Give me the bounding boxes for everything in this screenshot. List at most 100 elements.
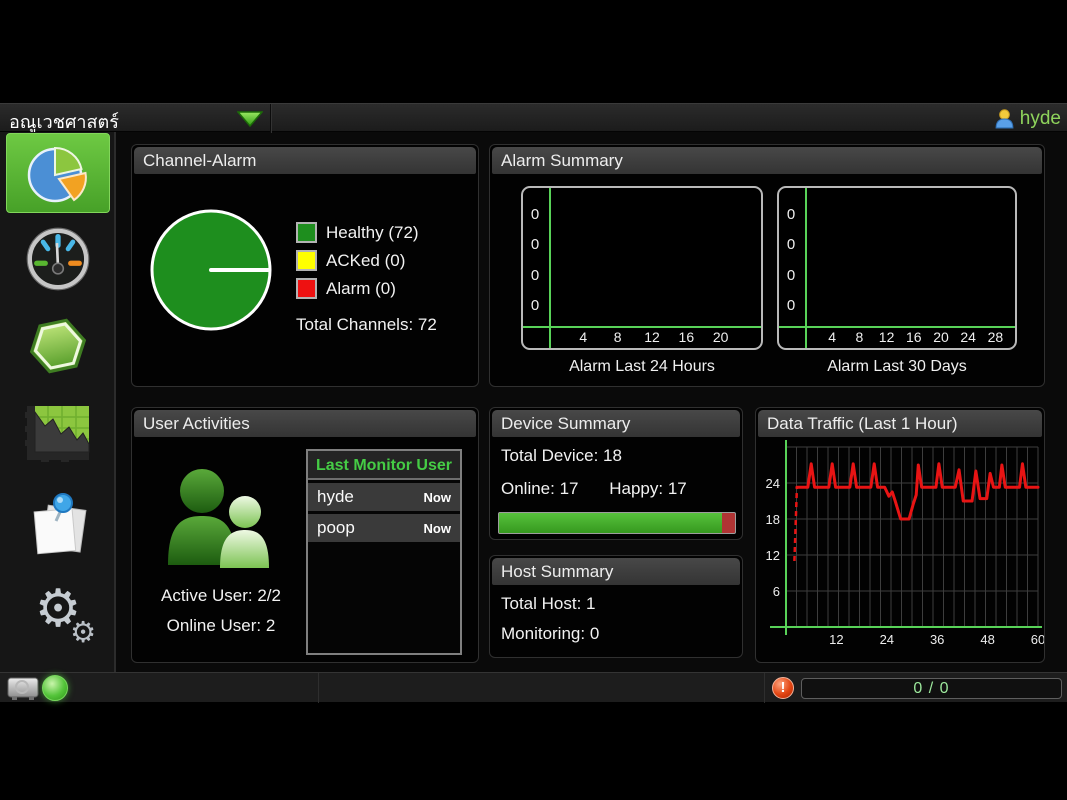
x-tick: 12	[878, 329, 895, 345]
x-tick: 4	[579, 329, 588, 345]
area-chart-icon	[25, 406, 90, 462]
hexagon-icon	[29, 318, 87, 374]
sidebar-item-settings[interactable]: ⚙ ⚙	[6, 569, 110, 649]
monitor-user-name: poop	[317, 518, 355, 537]
svg-text:24: 24	[766, 476, 780, 491]
host-summary-panel: Host Summary Total Host: 1 Monitoring: 0	[489, 555, 743, 658]
alert-icon[interactable]: !	[772, 677, 794, 699]
data-traffic-chart: 6 12 18 24 12 24 36 48 60	[766, 440, 1044, 647]
users-icon	[168, 469, 269, 568]
alarm-last-30d-chart: 0 0 0 0 4 8 12 16 20 24 28	[777, 186, 1017, 350]
svg-text:60: 60	[1031, 632, 1044, 647]
data-traffic-title: Data Traffic (Last 1 Hour)	[758, 410, 1042, 437]
svg-text:18: 18	[766, 512, 780, 527]
device-health-bar-fill	[499, 513, 722, 533]
alarm-30d-caption: Alarm Last 30 Days	[827, 358, 967, 375]
x-tick: 16	[906, 329, 922, 345]
monitor-user-name: hyde	[317, 487, 354, 506]
acked-swatch	[296, 250, 317, 271]
legend-item: Alarm (0)	[296, 278, 419, 299]
svg-text:48: 48	[980, 632, 994, 647]
channel-alarm-legend: Healthy (72) ACKed (0) Alarm (0)	[296, 222, 419, 306]
channel-alarm-panel: Channel-Alarm Healthy (72) ACKed (0) Alarm…	[131, 144, 479, 387]
y-tick: 0	[786, 206, 796, 223]
app-window: อณูเวชศาสตร์ hyde	[0, 103, 1067, 703]
y-axis	[805, 188, 807, 348]
healthy-swatch	[296, 222, 317, 243]
sidebar-item-graphs[interactable]	[6, 393, 110, 473]
x-tick: 24	[960, 329, 976, 345]
online-label: Online: 17	[501, 479, 579, 498]
sidebar-item-hexagon[interactable]	[6, 306, 110, 386]
y-tick: 0	[530, 206, 540, 223]
legend-label: ACKed (0)	[326, 250, 406, 270]
gear-small-icon: ⚙	[70, 615, 96, 649]
x-tick: 28	[987, 329, 1004, 345]
topbar-divider	[270, 104, 272, 133]
legend-label: Healthy (72)	[326, 222, 419, 242]
last-monitor-user-table: Last Monitor User hyde Now poop Now	[306, 449, 462, 655]
disk-icon	[7, 677, 39, 700]
legend-label: Alarm (0)	[326, 278, 396, 298]
monitor-table-body: hyde Now poop Now	[308, 483, 460, 542]
x-tick: 12	[644, 329, 660, 345]
monitoring-label: Monitoring: 0	[501, 624, 600, 643]
device-summary-panel: Device Summary Total Device: 18 Online: …	[489, 407, 743, 540]
alarm-swatch	[296, 278, 317, 299]
user-menu[interactable]: hyde	[994, 106, 1061, 131]
workspace-title[interactable]: อณูเวชศาสตร์	[9, 112, 119, 132]
data-traffic-panel: Data Traffic (Last 1 Hour) 6 12 18 24 12 24 36…	[755, 407, 1045, 663]
user-icon	[995, 109, 1014, 129]
y-axis	[549, 188, 551, 348]
sidebar-item-notes[interactable]	[6, 483, 110, 563]
svg-text:12: 12	[829, 632, 843, 647]
y-tick: 0	[530, 296, 540, 314]
alarm-counter: 0 / 0	[801, 678, 1062, 699]
user-activities-title: User Activities	[134, 410, 476, 437]
statusbar-divider	[318, 673, 319, 703]
x-tick: 16	[678, 329, 695, 345]
monitor-user-time: Now	[423, 520, 451, 536]
x-axis	[523, 326, 761, 328]
pie-chart-icon	[27, 146, 87, 203]
x-tick: 8	[855, 329, 864, 345]
legend-item: ACKed (0)	[296, 250, 419, 271]
user-activities-panel: User Activities Active User: 2/2 Online …	[131, 407, 479, 663]
monitor-user-row: poop Now	[308, 514, 460, 542]
total-device-label: Total Device: 18	[501, 446, 622, 465]
active-user-label: Active User: 2/2	[161, 586, 281, 605]
monitor-table-header: Last Monitor User	[308, 451, 460, 480]
sidebar-item-dashboard[interactable]	[6, 133, 110, 213]
status-bar: ! 0 / 0	[0, 672, 1067, 703]
y-tick: 0	[530, 236, 540, 254]
y-tick-labels: 0 0 0 0	[523, 206, 547, 314]
notes-pin-icon	[33, 493, 87, 555]
y-tick: 0	[530, 266, 540, 284]
monitor-user-row: hyde Now	[308, 483, 460, 511]
x-tick: 20	[712, 329, 729, 345]
green-status-icon	[42, 675, 68, 701]
alarm-summary-title: Alarm Summary	[492, 147, 1042, 174]
svg-text:36: 36	[930, 632, 944, 647]
total-host-label: Total Host: 1	[501, 594, 596, 613]
alarm-24h-caption: Alarm Last 24 Hours	[569, 358, 715, 375]
y-tick: 0	[786, 266, 796, 284]
y-tick: 0	[786, 236, 796, 254]
happy-label: Happy: 17	[609, 479, 687, 498]
gears-icon: ⚙	[34, 579, 82, 639]
monitor-user-time: Now	[423, 489, 451, 505]
username-label: hyde	[1019, 107, 1061, 129]
device-status-line: Online: 17 Happy: 17	[501, 479, 687, 499]
channel-alarm-pie-chart	[150, 209, 272, 331]
host-summary-title: Host Summary	[492, 558, 740, 585]
sidebar-item-gauge[interactable]	[6, 219, 110, 299]
dropdown-arrow-icon[interactable]	[237, 111, 263, 127]
top-bar: อณูเวชศาสตร์ hyde	[0, 103, 1067, 133]
gauge-icon	[26, 227, 90, 291]
device-health-bar	[498, 512, 736, 534]
svg-text:24: 24	[880, 632, 894, 647]
channel-alarm-title: Channel-Alarm	[134, 147, 476, 174]
device-summary-title: Device Summary	[492, 410, 740, 437]
legend-item: Healthy (72)	[296, 222, 419, 243]
alarm-summary-panel: Alarm Summary 0 0 0 0 4 8 12 16 20 0 0 0 0 4 8 12 16 20 2…	[489, 144, 1045, 387]
